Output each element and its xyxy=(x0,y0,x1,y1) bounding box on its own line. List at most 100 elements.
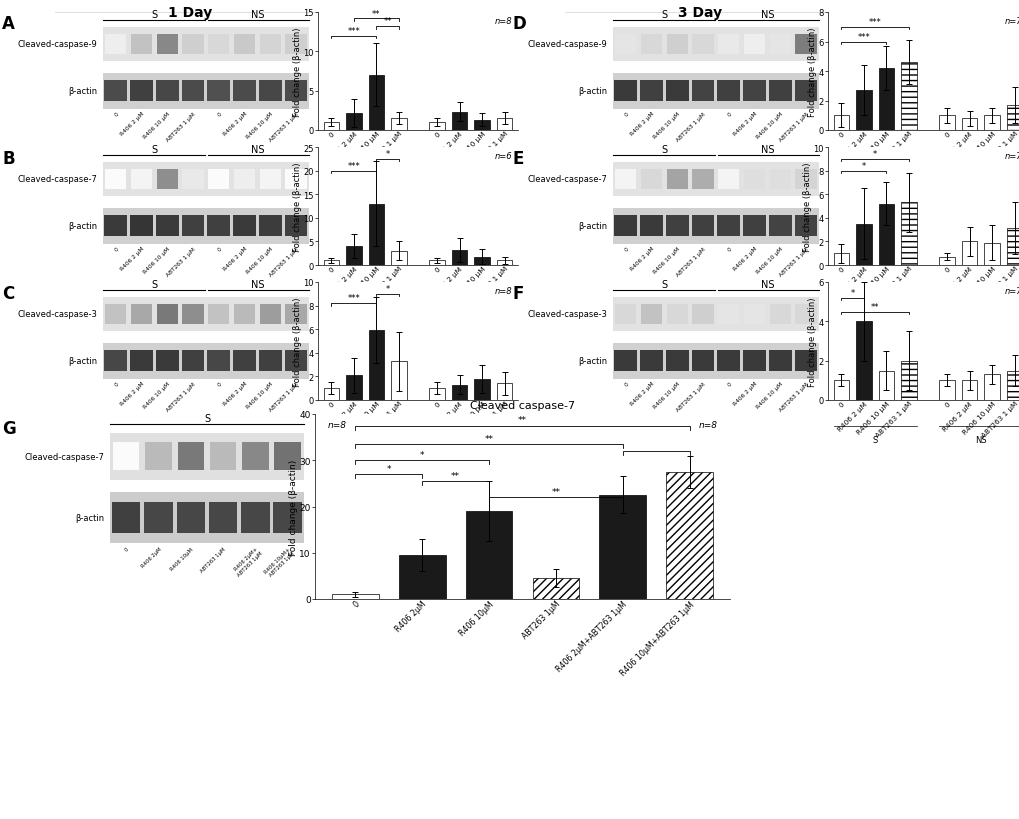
Bar xyxy=(795,305,816,324)
Text: R406 10μM: R406 10μM xyxy=(170,546,195,571)
Bar xyxy=(743,351,765,372)
Bar xyxy=(717,35,739,55)
Text: R406 2 μM: R406 2 μM xyxy=(732,247,757,272)
Bar xyxy=(716,81,740,102)
Bar xyxy=(640,170,661,190)
Bar xyxy=(103,297,309,332)
Bar xyxy=(103,74,309,110)
Bar xyxy=(103,209,309,244)
Bar xyxy=(612,297,818,332)
Text: R406 10 μM: R406 10 μM xyxy=(652,111,681,140)
Bar xyxy=(345,114,362,131)
Text: S: S xyxy=(152,145,158,155)
Bar xyxy=(474,120,489,131)
Bar xyxy=(496,119,512,131)
Text: S: S xyxy=(152,10,158,20)
Bar xyxy=(260,35,280,55)
Bar xyxy=(181,351,204,372)
Bar xyxy=(284,81,307,102)
Text: R406 10 μM: R406 10 μM xyxy=(246,381,274,410)
Bar xyxy=(259,81,281,102)
Text: n=8: n=8 xyxy=(327,420,346,429)
Text: R406 2 μM: R406 2 μM xyxy=(119,381,145,407)
Text: n=6: n=6 xyxy=(494,152,512,161)
Bar xyxy=(855,91,871,131)
Bar xyxy=(877,205,894,265)
Text: 0: 0 xyxy=(623,381,629,387)
Y-axis label: Fold change (β-actin): Fold change (β-actin) xyxy=(288,459,298,555)
Bar xyxy=(207,351,230,372)
Text: R406 10 μM: R406 10 μM xyxy=(755,381,784,410)
Bar xyxy=(181,81,204,102)
Bar xyxy=(666,170,687,190)
Bar xyxy=(855,322,871,400)
Text: 0: 0 xyxy=(216,111,222,118)
Bar xyxy=(182,170,204,190)
Bar xyxy=(474,257,489,265)
Text: NS: NS xyxy=(760,145,773,155)
Bar xyxy=(145,443,171,470)
Text: **: ** xyxy=(870,302,878,311)
Bar xyxy=(532,578,579,600)
Bar xyxy=(717,170,739,190)
Bar xyxy=(794,351,816,372)
Bar xyxy=(368,331,384,400)
Bar xyxy=(110,433,304,480)
Text: *: * xyxy=(872,150,876,159)
Bar xyxy=(612,343,818,379)
Bar xyxy=(105,305,126,324)
Bar xyxy=(207,215,230,237)
Bar xyxy=(900,203,916,265)
Bar xyxy=(156,81,178,102)
Bar xyxy=(451,113,467,131)
Text: β-actin: β-actin xyxy=(75,514,105,523)
Text: NS: NS xyxy=(251,280,264,290)
Bar xyxy=(612,74,818,110)
Bar xyxy=(284,351,307,372)
Bar xyxy=(274,443,301,470)
Bar xyxy=(182,35,204,55)
Bar xyxy=(103,343,309,379)
Bar xyxy=(983,375,999,400)
Text: ***: *** xyxy=(857,33,869,42)
Y-axis label: Fold change (β-actin): Fold change (β-actin) xyxy=(807,296,816,387)
Bar xyxy=(323,389,339,400)
Bar xyxy=(104,215,127,237)
Bar xyxy=(743,81,765,102)
Text: R406 10 μM: R406 10 μM xyxy=(755,111,784,140)
Bar xyxy=(983,243,999,265)
Text: ABT263 1 μM: ABT263 1 μM xyxy=(676,247,706,278)
Bar xyxy=(743,305,764,324)
Bar xyxy=(665,351,688,372)
Bar xyxy=(496,384,512,400)
Text: ABT263 1 μM: ABT263 1 μM xyxy=(268,111,300,143)
Bar xyxy=(285,35,307,55)
Text: S: S xyxy=(871,301,877,310)
Bar xyxy=(240,503,269,533)
Bar xyxy=(961,242,976,265)
Bar xyxy=(938,116,954,131)
Bar xyxy=(429,123,444,131)
Text: 0: 0 xyxy=(623,111,629,118)
Bar xyxy=(110,492,304,544)
Bar xyxy=(1006,106,1019,131)
Text: B: B xyxy=(2,150,14,168)
Bar xyxy=(157,305,177,324)
Bar xyxy=(323,261,339,265)
Bar xyxy=(103,162,309,197)
Text: NS: NS xyxy=(465,436,476,445)
Bar xyxy=(156,215,178,237)
Text: 0: 0 xyxy=(726,111,732,118)
Bar xyxy=(496,261,512,265)
Bar xyxy=(794,215,816,237)
Bar xyxy=(877,69,894,131)
Text: *: * xyxy=(850,288,854,297)
Text: R406 2 μM: R406 2 μM xyxy=(732,381,757,407)
Text: Cleaved-caspase-7: Cleaved-caspase-7 xyxy=(17,175,97,184)
Bar xyxy=(182,305,204,324)
Bar xyxy=(769,305,790,324)
Bar xyxy=(717,305,739,324)
Bar xyxy=(743,215,765,237)
Text: β-actin: β-actin xyxy=(68,357,97,366)
Bar xyxy=(273,503,302,533)
